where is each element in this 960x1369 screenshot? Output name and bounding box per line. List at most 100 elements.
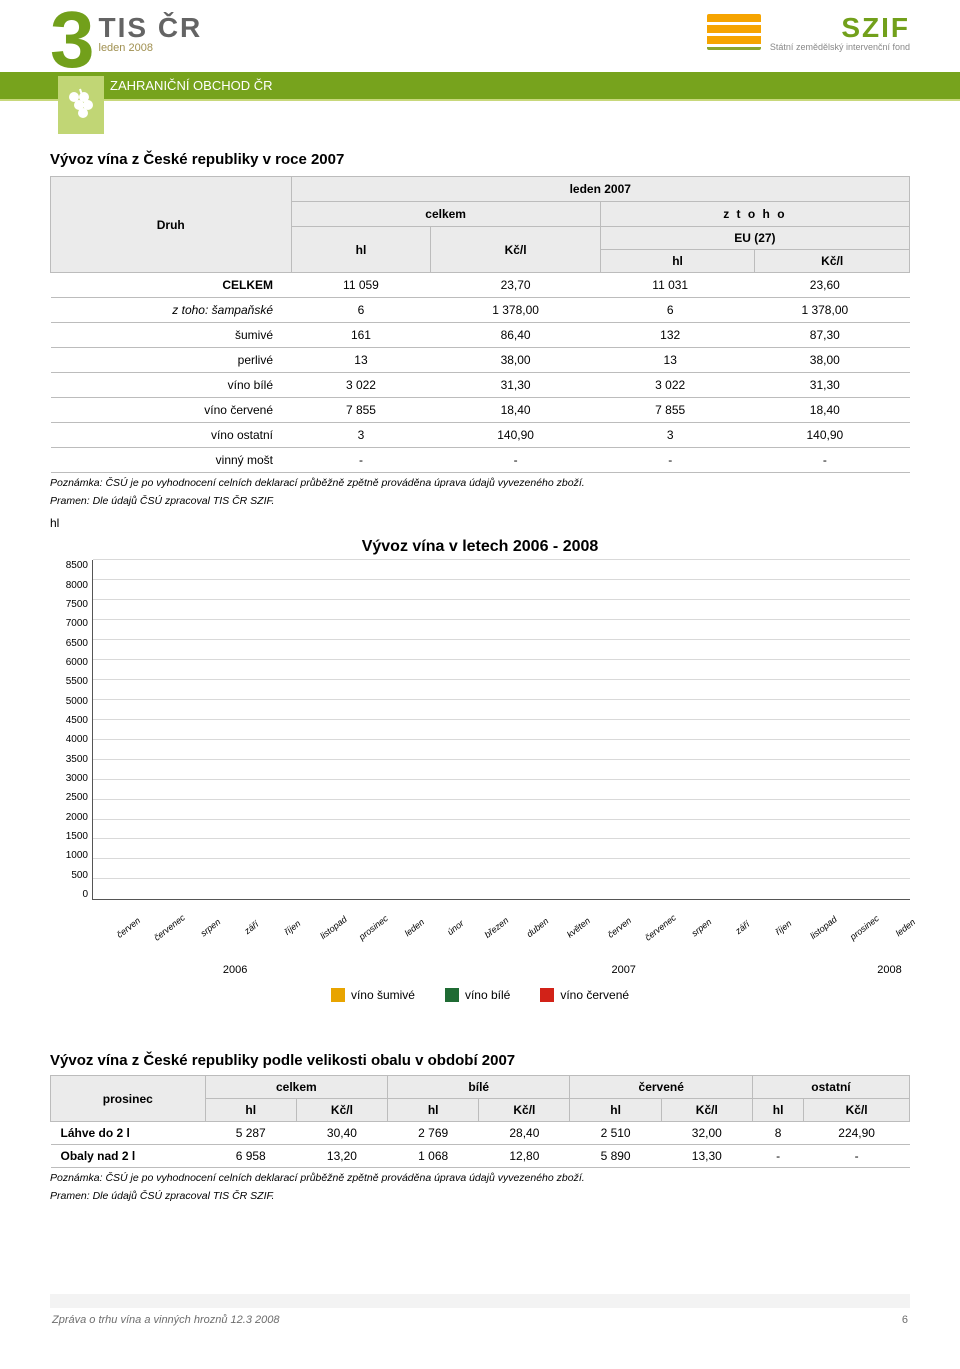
- cell: 140,90: [431, 423, 600, 448]
- table1-note2: Pramen: Dle údajů ČSÚ zpracoval TIS ČR S…: [50, 495, 910, 509]
- issue-number: 3: [50, 12, 95, 68]
- x-tick: červen: [592, 900, 639, 944]
- cell: 38,00: [431, 348, 600, 373]
- legend-item: víno šumivé: [331, 988, 415, 1002]
- cell: 140,90: [740, 423, 909, 448]
- cell: 7 855: [291, 398, 431, 423]
- cell: -: [291, 448, 431, 473]
- table2-note1: Poznámka: ČSÚ je po vyhodnocení celních …: [50, 1172, 910, 1186]
- col-druh: Druh: [51, 177, 292, 273]
- y-tick: 5500: [66, 676, 88, 687]
- cell: 13: [291, 348, 431, 373]
- x-tick: listopad: [305, 900, 352, 944]
- year-label: 2006: [92, 964, 378, 976]
- export-chart: hl Vývoz vína v letech 2006 - 2008 05001…: [50, 538, 910, 1002]
- cell: 3 022: [600, 373, 740, 398]
- x-tick: únor: [428, 900, 475, 944]
- szif-logo-block: SZIF Státní zemědělský intervenční fond: [707, 12, 910, 52]
- x-tick: říjen: [755, 900, 802, 944]
- table-row: šumivé16186,4013287,30: [51, 323, 910, 348]
- cell: -: [431, 448, 600, 473]
- cell: 161: [291, 323, 431, 348]
- table2-note2: Pramen: Dle údajů ČSÚ zpracoval TIS ČR S…: [50, 1190, 910, 1204]
- chart-year-row: 200620072008: [92, 964, 910, 976]
- t2-kcl-4: Kč/l: [804, 1099, 910, 1122]
- legend-swatch: [445, 988, 459, 1002]
- cell: 23,70: [431, 273, 600, 298]
- x-tick: listopad: [796, 900, 843, 944]
- x-tick: červenec: [142, 900, 189, 944]
- y-tick: 7500: [66, 599, 88, 610]
- cell: 6: [291, 298, 431, 323]
- x-tick: květen: [551, 900, 598, 944]
- szif-title: SZIF: [770, 12, 910, 44]
- cell: 1 068: [388, 1145, 479, 1168]
- year-label: 2007: [378, 964, 869, 976]
- table1-title: Vývoz vína z České republiky v roce 2007: [50, 151, 910, 168]
- y-tick: 4500: [66, 715, 88, 726]
- col-hl-1: hl: [291, 227, 431, 273]
- t2-col-celkem: celkem: [205, 1076, 387, 1099]
- cell: 18,40: [431, 398, 600, 423]
- x-tick: červen: [101, 900, 148, 944]
- row-label: Láhve do 2 l: [51, 1122, 206, 1145]
- cell: 30,40: [296, 1122, 387, 1145]
- row-label: šumivé: [51, 323, 292, 348]
- legend-item: víno bílé: [445, 988, 510, 1002]
- table-row: víno ostatní3140,903140,90: [51, 423, 910, 448]
- cell: 12,80: [479, 1145, 570, 1168]
- x-tick: prosinec: [837, 900, 884, 944]
- chart-y-axis: 0500100015002000250030003500400045005000…: [50, 560, 92, 900]
- y-tick: 6000: [66, 657, 88, 668]
- chart-ylabel: hl: [50, 516, 59, 530]
- cell: 38,00: [740, 348, 909, 373]
- cell: -: [752, 1145, 803, 1168]
- header-left: 3 TIS ČR leden 2008 SZIF Státní zeměděls…: [0, 0, 960, 101]
- table-row: z toho: šampaňské61 378,0061 378,00: [51, 298, 910, 323]
- table-row: vinný mošt----: [51, 448, 910, 473]
- y-tick: 8000: [66, 580, 88, 591]
- row-label: Obaly nad 2 l: [51, 1145, 206, 1168]
- col-leden: leden 2007: [291, 177, 909, 202]
- cell: 7 855: [600, 398, 740, 423]
- cell: 18,40: [740, 398, 909, 423]
- x-tick: červenec: [632, 900, 679, 944]
- col-kcl-2: Kč/l: [755, 250, 909, 272]
- size-table: prosinec celkem bílé červené ostatní hl …: [50, 1075, 910, 1168]
- cell: 11 059: [291, 273, 431, 298]
- t2-kcl-3: Kč/l: [661, 1099, 752, 1122]
- col-celkem: celkem: [291, 202, 600, 227]
- x-tick: leden: [387, 900, 434, 944]
- cell: 2 510: [570, 1122, 661, 1145]
- y-tick: 2000: [66, 812, 88, 823]
- chart-plot: [92, 560, 910, 900]
- x-tick: srpen: [182, 900, 229, 944]
- x-tick: březen: [469, 900, 516, 944]
- col-eu: EU (27): [601, 227, 909, 250]
- cell: 13,30: [661, 1145, 752, 1168]
- cell: 31,30: [431, 373, 600, 398]
- row-label: víno červené: [51, 398, 292, 423]
- cell: 8: [752, 1122, 803, 1145]
- x-tick: říjen: [264, 900, 311, 944]
- t2-hl-2: hl: [388, 1099, 479, 1122]
- x-tick: duben: [510, 900, 557, 944]
- cell: 28,40: [479, 1122, 570, 1145]
- t2-hl-4: hl: [752, 1099, 803, 1122]
- row-label: perlivé: [51, 348, 292, 373]
- cell: 5 890: [570, 1145, 661, 1168]
- export-table: Druh leden 2007 celkem z t o h o hl Kč/l…: [50, 176, 910, 473]
- cell: 11 031: [600, 273, 740, 298]
- t2-hl-3: hl: [570, 1099, 661, 1122]
- cell: 224,90: [804, 1122, 910, 1145]
- page-footer: Zpráva o trhu vína a vinných hroznů 12.3…: [50, 1294, 910, 1326]
- cell: 86,40: [431, 323, 600, 348]
- cell: 2 769: [388, 1122, 479, 1145]
- legend-swatch: [540, 988, 554, 1002]
- tis-title: TIS ČR: [99, 12, 203, 44]
- row-label: z toho: šampaňské: [51, 298, 292, 323]
- table2-title: Vývoz vína z České republiky podle velik…: [50, 1052, 910, 1069]
- table-row: víno bílé3 02231,303 02231,30: [51, 373, 910, 398]
- chart-title: Vývoz vína v letech 2006 - 2008: [50, 538, 910, 556]
- legend-label: víno šumivé: [351, 988, 415, 1002]
